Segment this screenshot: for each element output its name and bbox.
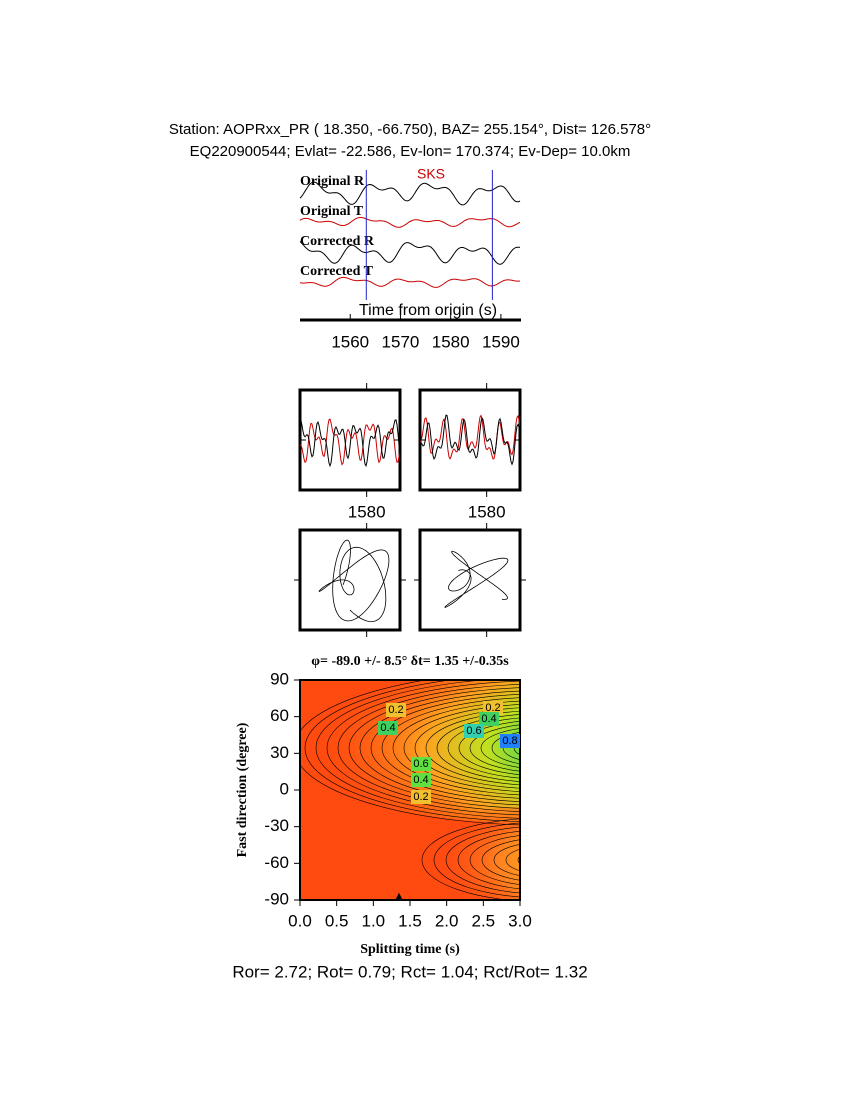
waveform <box>420 414 520 460</box>
y-tick-label: -30 <box>264 816 289 835</box>
contour-line <box>481 839 520 881</box>
x-tick-label: 1560 <box>331 332 369 351</box>
x-tick-label: 2.5 <box>472 911 496 930</box>
contour-line <box>414 707 520 789</box>
particle-frame <box>418 528 522 632</box>
contour-label: 0.8 <box>502 735 517 747</box>
contour-line <box>436 714 520 782</box>
x-axis-label: Splitting time (s) <box>360 942 460 957</box>
contour-line <box>425 710 520 786</box>
contour-line <box>469 724 520 772</box>
trace-label: Original R <box>300 174 365 189</box>
contour-line <box>370 694 520 802</box>
contour-line <box>525 740 565 756</box>
contour-line <box>421 818 520 900</box>
particle-motion <box>318 539 390 623</box>
contour-line <box>326 680 520 816</box>
contour-line <box>457 830 520 890</box>
contour-label-bg <box>464 724 484 738</box>
contour-line <box>491 731 520 765</box>
y-tick-label: -90 <box>264 889 289 908</box>
contour-title: φ= -89.0 +/- 8.5° δt= 1.35 +/-0.35s <box>311 654 509 669</box>
contour-label-bg <box>411 790 431 804</box>
contour-line <box>513 740 520 756</box>
contour-line <box>458 721 520 775</box>
y-tick-label: 60 <box>270 706 289 725</box>
contour-line <box>433 822 520 898</box>
contour-line <box>447 717 520 779</box>
x-tick-label: 1580 <box>432 332 470 351</box>
phase-label: SKS <box>417 166 445 182</box>
y-tick-label: 30 <box>270 743 289 762</box>
trace-label: Original T <box>300 204 364 219</box>
zoom-traces <box>420 414 520 466</box>
event-line: EQ220900544; Evlat= -22.586, Ev-lon= 170… <box>190 143 631 160</box>
x-tick-label: 1.5 <box>398 911 422 930</box>
contour-line <box>445 826 520 894</box>
waveform <box>299 217 521 228</box>
contour-label: 0.4 <box>380 722 395 734</box>
x-tick-label: 0.5 <box>325 911 349 930</box>
contour-label: 0.4 <box>481 713 496 725</box>
waveform <box>299 181 521 206</box>
contour-line <box>480 728 520 768</box>
x-tick-label: 1.0 <box>362 911 386 930</box>
contour-label-bg <box>386 703 406 717</box>
contour-label: 0.2 <box>388 704 403 716</box>
y-tick-label: -60 <box>264 853 289 872</box>
x-tick-label: 0.0 <box>288 911 312 930</box>
contour-label-bg <box>483 701 503 715</box>
contour-line <box>392 700 520 796</box>
contour-label: 0.6 <box>413 758 428 770</box>
contour-line <box>381 697 520 799</box>
contour-line <box>348 687 520 809</box>
contour-line <box>517 855 520 865</box>
waveform <box>300 418 400 468</box>
contour-label-bg <box>378 721 398 735</box>
x-tick-label: 2.0 <box>435 911 459 930</box>
station-line: Station: AOPRxx_PR ( 18.350, -66.750), B… <box>169 121 651 138</box>
y-tick-label: 0 <box>280 779 289 798</box>
waveform <box>300 418 400 466</box>
zoom-traces <box>300 418 400 468</box>
contour-line <box>304 680 520 822</box>
contour-label: 0.2 <box>413 791 428 803</box>
contour-line <box>469 835 520 885</box>
contour-label: 0.6 <box>466 725 481 737</box>
contour-label-bg <box>411 773 431 787</box>
trace-label: Corrected R <box>300 234 375 249</box>
best-fit-star <box>395 892 403 901</box>
contour-label-bg <box>411 757 431 771</box>
footer: Ror= 2.72; Rot= 0.79; Rct= 1.04; Rct/Rot… <box>232 962 587 981</box>
contour-line <box>337 684 520 812</box>
x-tick-label: 1580 <box>348 502 386 521</box>
contour-label-bg <box>479 712 499 726</box>
waveform <box>420 414 520 466</box>
contour-label: 0.2 <box>485 702 500 714</box>
x-tick-label: 1590 <box>482 332 520 351</box>
contour-line <box>530 854 560 866</box>
contour-line <box>403 704 520 792</box>
waveform <box>299 241 521 265</box>
x-tick-label: 1580 <box>468 502 506 521</box>
contour-line <box>315 680 520 819</box>
x-axis-label: Time from origin (s) <box>359 302 497 319</box>
trace-label: Corrected T <box>300 264 374 279</box>
contour-line <box>493 844 520 876</box>
contour-line <box>505 848 520 872</box>
waveform <box>299 276 521 288</box>
x-tick-label: 1570 <box>382 332 420 351</box>
y-tick-label: 90 <box>270 669 289 688</box>
x-tick-label: 3.0 <box>508 911 532 930</box>
contour-line <box>359 690 520 806</box>
contour-label: 0.4 <box>413 774 428 786</box>
y-axis-label: Fast direction (degree) <box>235 722 250 857</box>
particle-motion <box>444 550 509 608</box>
contour-label-bg <box>500 734 520 748</box>
contour-field <box>300 680 565 900</box>
